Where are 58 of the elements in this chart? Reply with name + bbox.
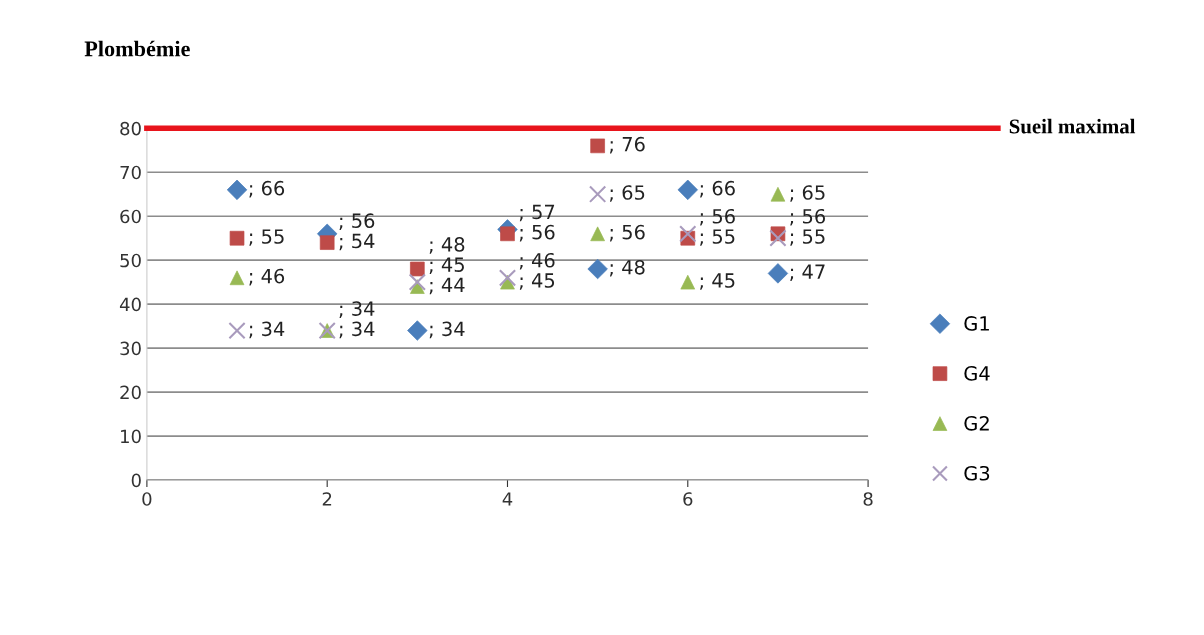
data-label: ; 65 bbox=[609, 185, 645, 202]
y-tick-label: 0 bbox=[131, 473, 141, 488]
legend-label: G2 bbox=[964, 415, 989, 431]
data-label: ; 45 bbox=[700, 273, 735, 290]
point bbox=[410, 261, 425, 277]
x-tick-label: 8 bbox=[863, 492, 873, 506]
data-label: ; 34 bbox=[429, 321, 465, 339]
point bbox=[228, 321, 246, 340]
y-tick-label: 20 bbox=[120, 385, 141, 400]
data-label: ; 44 bbox=[429, 277, 465, 295]
data-label: ; 48 bbox=[429, 237, 465, 254]
point bbox=[590, 138, 605, 154]
data-label: ; 56 bbox=[609, 224, 645, 242]
data-label: ; 76 bbox=[609, 136, 645, 154]
point bbox=[767, 263, 789, 284]
data-label: ; 45 bbox=[519, 273, 555, 290]
data-label: ; 46 bbox=[519, 252, 555, 270]
data-label: ; 56 bbox=[790, 208, 825, 226]
data-label: ; 46 bbox=[249, 268, 285, 286]
legend-label: G4 bbox=[964, 366, 990, 381]
data-label: ; 55 bbox=[790, 229, 825, 246]
data-label: ; 66 bbox=[700, 180, 735, 198]
x-tick-label: 2 bbox=[322, 492, 332, 506]
ref-line-label: Sueil maximal bbox=[1009, 118, 1136, 134]
point bbox=[408, 273, 427, 291]
y-tick-label: 50 bbox=[120, 253, 141, 268]
data-label: ; 34 bbox=[249, 321, 285, 339]
data-label: ; 47 bbox=[790, 264, 825, 282]
point bbox=[498, 269, 517, 287]
data-label: ; 56 bbox=[519, 224, 555, 242]
legend-label: G3 bbox=[964, 465, 990, 481]
point bbox=[769, 229, 787, 247]
data-label: ; 65 bbox=[790, 185, 825, 202]
data-label: ; 55 bbox=[700, 229, 735, 246]
data-label: ; 56 bbox=[339, 213, 375, 230]
x-tick-label: 4 bbox=[502, 492, 513, 506]
x-tick-label: 6 bbox=[683, 492, 693, 506]
y-tick-label: 30 bbox=[120, 341, 141, 356]
y-tick-label: 70 bbox=[120, 165, 141, 180]
y-tick-label: 60 bbox=[120, 209, 141, 224]
data-label: ; 56 bbox=[700, 208, 735, 226]
data-label: ; 48 bbox=[609, 259, 645, 277]
data-label: ; 54 bbox=[339, 233, 375, 251]
y-tick-label: 40 bbox=[119, 297, 141, 312]
data-label: ; 57 bbox=[519, 204, 555, 222]
data-label: ; 34 bbox=[339, 321, 375, 339]
y-tick-label: 10 bbox=[121, 429, 141, 444]
data-label: ; 45 bbox=[429, 257, 464, 274]
x-tick-label: 0 bbox=[142, 492, 152, 506]
data-label: ; 34 bbox=[339, 301, 375, 318]
point bbox=[588, 185, 607, 203]
legend-label: G1 bbox=[964, 316, 989, 331]
y-tick-label: 80 bbox=[120, 121, 141, 136]
data-label: ; 55 bbox=[249, 229, 284, 246]
point bbox=[679, 225, 697, 243]
point bbox=[319, 235, 335, 250]
chart-title: Plombémie bbox=[84, 40, 190, 57]
data-label: ; 66 bbox=[249, 180, 285, 198]
